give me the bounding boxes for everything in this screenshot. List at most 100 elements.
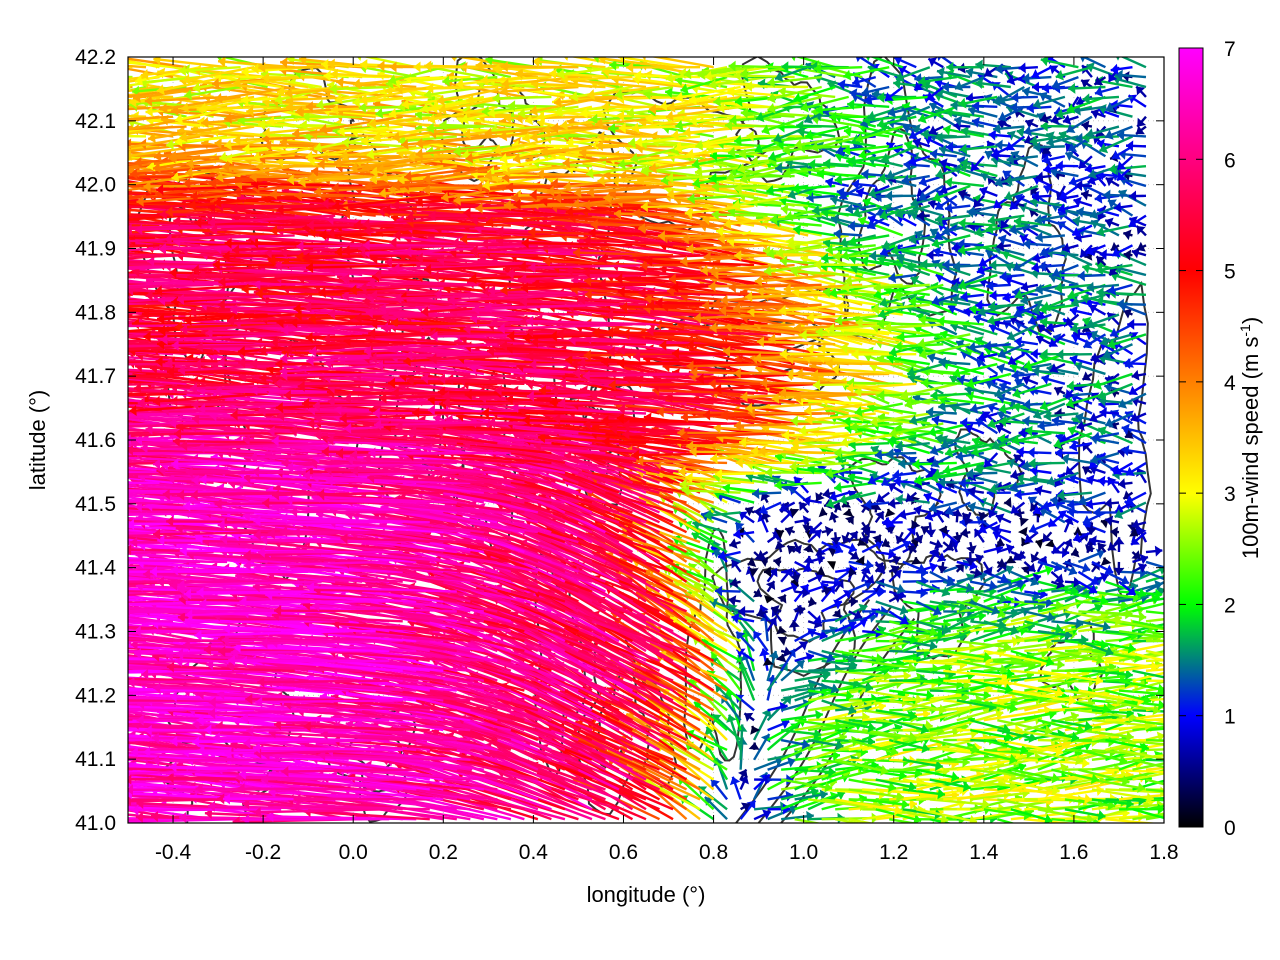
wind-vector-head — [14, 745, 22, 756]
wind-vector-head — [96, 607, 103, 618]
wind-vector — [128, 619, 133, 623]
wind-vector-head — [8, 730, 16, 741]
wind-vector-head — [38, 801, 46, 812]
contour-line — [1077, 280, 1152, 603]
wind-vector-head — [86, 729, 93, 740]
wind-vector-head — [120, 603, 128, 614]
wind-vector-head — [27, 612, 35, 623]
wind-vector-head — [0, 769, 5, 780]
wind-vector — [793, 640, 809, 652]
wind-vector-head — [242, 814, 250, 823]
wind-vector-head — [81, 716, 88, 727]
wind-vector-head — [117, 617, 124, 628]
wind-vector-shaft — [128, 619, 133, 623]
wind-vector-head — [1166, 706, 1173, 717]
wind-vector-shaft — [128, 726, 147, 732]
wind-vector-head — [31, 681, 38, 692]
wind-vector — [0, 769, 133, 801]
wind-vector-head — [112, 667, 119, 678]
wind-vector-shaft — [128, 765, 147, 771]
wind-vector — [128, 787, 147, 791]
wind-vector-shaft — [128, 756, 147, 761]
wind-vector-head — [9, 771, 16, 782]
wind-vector-shaft — [1132, 669, 1164, 679]
contour-ridge — [735, 598, 871, 823]
wind-vector-head — [57, 787, 64, 798]
wind-vector-shaft — [128, 639, 147, 643]
wind-vector-shaft — [246, 728, 390, 732]
wind-vector-head — [1163, 681, 1164, 683]
wind-vector-shaft — [128, 658, 133, 663]
wind-vector-shaft — [128, 659, 147, 663]
wind-vector-head — [33, 742, 40, 753]
wind-vector-head — [63, 710, 71, 721]
wind-vector-head — [8, 709, 16, 720]
wind-vector-head — [24, 586, 32, 597]
wind-vector-head — [66, 628, 73, 639]
wind-vector-head — [32, 630, 40, 641]
wind-vector — [128, 787, 133, 791]
wind-vector-shaft — [128, 738, 133, 742]
wind-vector-shaft — [128, 747, 133, 752]
wind-vector-head — [0, 789, 7, 800]
wind-vector-head — [37, 668, 44, 679]
wind-vector-head — [56, 762, 63, 773]
wind-vector — [128, 718, 133, 722]
wind-vector-shaft — [293, 797, 430, 801]
wind-vector — [777, 636, 788, 646]
wind-vector-head — [116, 656, 123, 667]
wind-vector — [753, 801, 788, 813]
wind-vector-head — [28, 731, 35, 742]
wind-vector-shaft — [183, 620, 336, 624]
wind-vector-head — [1, 744, 9, 755]
wind-vector — [128, 649, 147, 653]
wind-vector-head — [66, 778, 73, 789]
wind-vector-shaft — [128, 787, 133, 791]
wind-vector-shaft — [128, 709, 133, 712]
wind-vector-head — [10, 613, 18, 624]
wind-vector-head — [17, 596, 25, 607]
wind-vector-head — [1167, 793, 1174, 804]
wind-vector-head — [83, 584, 91, 595]
wind-vector-head — [1203, 690, 1210, 701]
wind-vector-head — [101, 712, 108, 723]
wind-vector-head — [80, 713, 88, 724]
wind-vector-head — [17, 817, 24, 828]
wind-vector-head — [83, 797, 90, 808]
wind-vector-head — [42, 627, 49, 638]
wind-vector — [128, 707, 147, 712]
wind-vector-shaft — [237, 787, 376, 791]
wind-vector-head — [112, 661, 119, 672]
wind-vector — [8, 709, 147, 732]
wind-vector-head — [56, 746, 63, 757]
wind-vector-head — [0, 808, 7, 819]
wind-vector-head — [106, 794, 113, 805]
wind-vector-head — [4, 660, 12, 671]
wind-vector-shaft — [128, 627, 147, 633]
wind-vector-shaft — [128, 678, 133, 682]
wind-vector-head — [71, 600, 78, 611]
wind-vector-shaft — [257, 679, 390, 684]
wind-vector-shaft — [128, 707, 147, 712]
wind-vector-head — [23, 744, 31, 755]
wind-vector-head — [35, 683, 42, 694]
wind-vector-head — [135, 811, 143, 823]
wind-vector-head — [4, 766, 12, 777]
wind-vector-head — [1207, 661, 1214, 672]
wind-vector-head — [59, 723, 67, 734]
wind-vector-head — [150, 810, 159, 822]
wind-vector-head — [79, 776, 86, 787]
wind-vector-head — [1170, 755, 1178, 766]
wind-vector-head — [128, 604, 131, 616]
wind-vector-head — [63, 795, 71, 806]
wind-vector-head — [58, 763, 65, 774]
wind-vector-head — [92, 602, 100, 613]
wind-vector-head — [1172, 784, 1179, 795]
wind-vector — [128, 666, 147, 672]
wind-vector-shaft — [128, 716, 147, 722]
wind-vector — [889, 646, 924, 658]
wind-vector-shaft — [128, 610, 133, 613]
wind-vector-head — [60, 693, 67, 704]
wind-vector-shaft — [128, 747, 147, 752]
wind-vector-head — [1207, 692, 1215, 703]
